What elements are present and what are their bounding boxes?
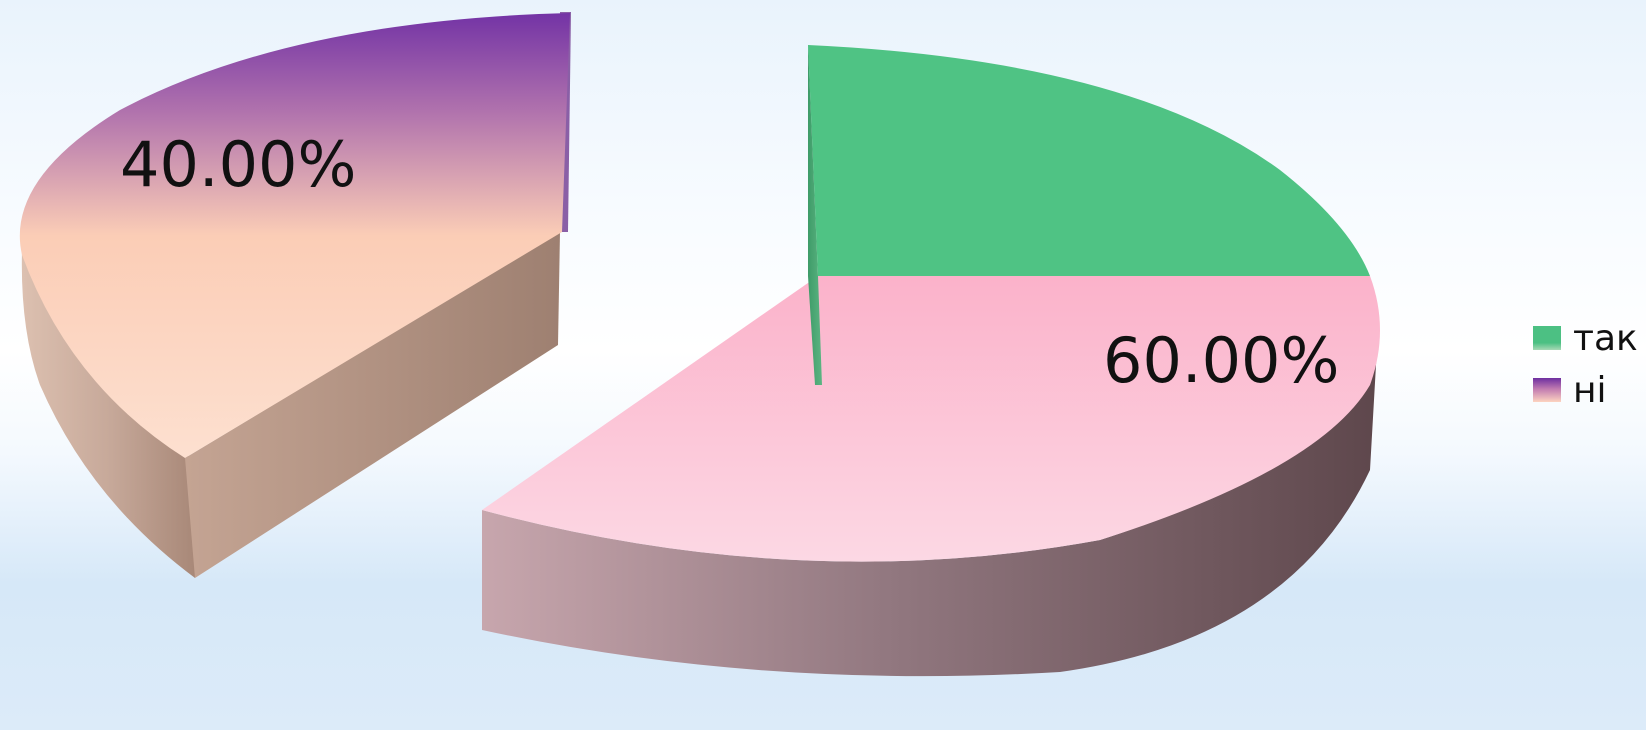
legend: так ні xyxy=(1533,312,1638,416)
legend-swatch-tak xyxy=(1533,326,1561,350)
legend-item-tak: так xyxy=(1533,312,1638,364)
data-label-tak: 60.00% xyxy=(1103,324,1339,397)
legend-label-tak: так xyxy=(1573,317,1638,359)
legend-item-ni: ні xyxy=(1533,364,1638,416)
slice-tak-top-green xyxy=(808,45,1370,276)
slice-ni-cut-face xyxy=(185,232,560,578)
legend-label-ni: ні xyxy=(1573,369,1607,411)
legend-swatch-ni xyxy=(1533,378,1561,402)
slice-ni-side xyxy=(21,250,196,578)
slice-ni xyxy=(19,12,571,578)
slice-tak-top-pink xyxy=(482,276,1380,562)
data-label-ni: 40.00% xyxy=(120,128,356,201)
slice-ni-top xyxy=(19,13,570,458)
slice-tak xyxy=(482,45,1380,677)
slice-tak-back-edge xyxy=(808,45,822,385)
slice-tak-side xyxy=(482,330,1378,677)
